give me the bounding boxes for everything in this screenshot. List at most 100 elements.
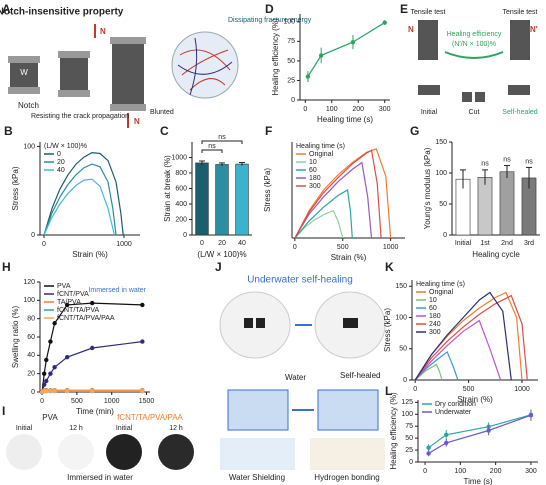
legend-label: 10 — [429, 297, 437, 304]
y-tick-label: 100 — [435, 170, 447, 177]
x-tick-label: 1000 — [383, 244, 399, 251]
y-tick-label: 600 — [175, 185, 187, 192]
y-tick-label: 150 — [435, 139, 447, 146]
y-tick-label: 120 — [23, 279, 35, 286]
legend-label: TA/PVA — [57, 299, 81, 306]
legend-label: Original — [309, 151, 334, 158]
sig-label: ns — [525, 158, 533, 165]
legend-label: 180 — [309, 175, 321, 182]
water-label: Water — [285, 373, 306, 382]
legend-label: Underwater — [435, 409, 472, 416]
x-tick-label: 300 — [379, 106, 391, 113]
marker — [528, 413, 534, 418]
x-tick-label: 0 — [42, 241, 46, 248]
marker — [48, 339, 53, 344]
i-label: 12 h — [169, 425, 183, 432]
x-tick-label: 0 — [413, 386, 417, 393]
clamp — [58, 90, 90, 97]
blunted-label: Blunted — [150, 109, 174, 116]
legend-label: 240 — [429, 321, 441, 328]
x-axis-label: (L/W × 100)% — [197, 250, 246, 259]
formula-label: (N′/N × 100)% — [452, 41, 496, 48]
panel-label: E — [400, 2, 408, 16]
y-axis-label: Stress (kPa) — [383, 308, 392, 352]
marker — [52, 365, 57, 370]
annotation: Immersed in water — [88, 287, 146, 294]
series-line — [294, 209, 344, 239]
marker — [305, 74, 311, 79]
bar — [215, 164, 229, 236]
inset — [220, 438, 295, 470]
marker — [486, 428, 491, 433]
y-tick-label: 100 — [283, 19, 295, 26]
x-tick-label: 0 — [200, 240, 204, 247]
x-tick-label: Initial — [455, 240, 472, 247]
series-line — [428, 414, 532, 454]
i-label: Initial — [16, 425, 33, 432]
legend-title: (L/W × 100)% — [44, 143, 87, 150]
initial-label: Initial — [421, 109, 438, 116]
marker — [444, 440, 449, 446]
x-tick-label: 3rd — [524, 240, 534, 247]
series-line — [414, 350, 459, 381]
series-line — [414, 294, 528, 381]
energy-label: Dissipating fracture energy — [228, 17, 312, 24]
series-line — [294, 149, 382, 239]
sig-label: ns — [218, 134, 226, 141]
y-tick-label: 50 — [399, 346, 407, 353]
panel-a-illustration: Notch-insensitive property W Notch N N R… — [0, 7, 312, 128]
resist-label: Resisting the crack propagation — [31, 113, 129, 120]
sample-disc — [106, 434, 142, 470]
sample — [475, 92, 485, 102]
marker — [90, 388, 95, 394]
sample — [244, 318, 253, 328]
sig-bracket — [201, 140, 243, 144]
legend-title: Healing time (s) — [416, 281, 465, 288]
marker — [426, 445, 431, 450]
clamp — [110, 37, 146, 44]
marker — [426, 451, 431, 456]
marker — [44, 378, 49, 384]
y-tick-label: 50 — [439, 201, 447, 208]
series-line — [414, 363, 443, 381]
y-axis-label: Healing efficiency (%) — [271, 18, 280, 96]
y-tick-label: 20 — [27, 371, 35, 378]
y-tick-label: 100 — [23, 297, 35, 304]
x-tick-label: 200 — [490, 468, 502, 475]
sample — [510, 20, 530, 60]
efficiency-label: Healing efficiency — [447, 31, 502, 38]
y-tick-label: 200 — [175, 216, 187, 223]
y-tick-label: 400 — [175, 201, 187, 208]
y-axis-label: Healing efficiency (%) — [389, 392, 398, 470]
y-tick-label: 0 — [291, 97, 295, 104]
legend-label: 60 — [429, 305, 437, 312]
marker — [140, 339, 145, 344]
panel-label: B — [4, 124, 13, 138]
bar — [477, 177, 493, 236]
i-title: PVA — [42, 413, 58, 422]
legend-label: 20 — [57, 159, 65, 166]
sample — [10, 62, 38, 88]
panel-label: K — [385, 260, 394, 274]
clamp — [110, 104, 146, 111]
dish — [219, 291, 291, 359]
x-axis-label: Healing time (s) — [317, 115, 373, 124]
marker — [90, 300, 95, 306]
y-axis-label: Strain at break (%) — [163, 155, 172, 222]
inset — [310, 438, 385, 470]
healed-label: Self-healed — [502, 109, 538, 116]
y-tick-label: 125 — [401, 399, 413, 406]
i-label: Initial — [116, 425, 133, 432]
panel-label: J — [215, 260, 222, 274]
sample-disc — [58, 434, 94, 470]
y-tick-label: 0 — [183, 232, 187, 239]
marker — [52, 388, 57, 394]
arrow — [444, 51, 504, 59]
y-tick-label: 75 — [405, 423, 413, 430]
y-tick-label: 100 — [23, 143, 35, 150]
x-tick-label: 1000 — [104, 398, 120, 405]
x-tick-label: 40 — [238, 240, 246, 247]
force-label: N — [408, 25, 414, 34]
series-line — [294, 161, 373, 239]
legend-label: fCNT/TA/PVA — [57, 307, 99, 314]
